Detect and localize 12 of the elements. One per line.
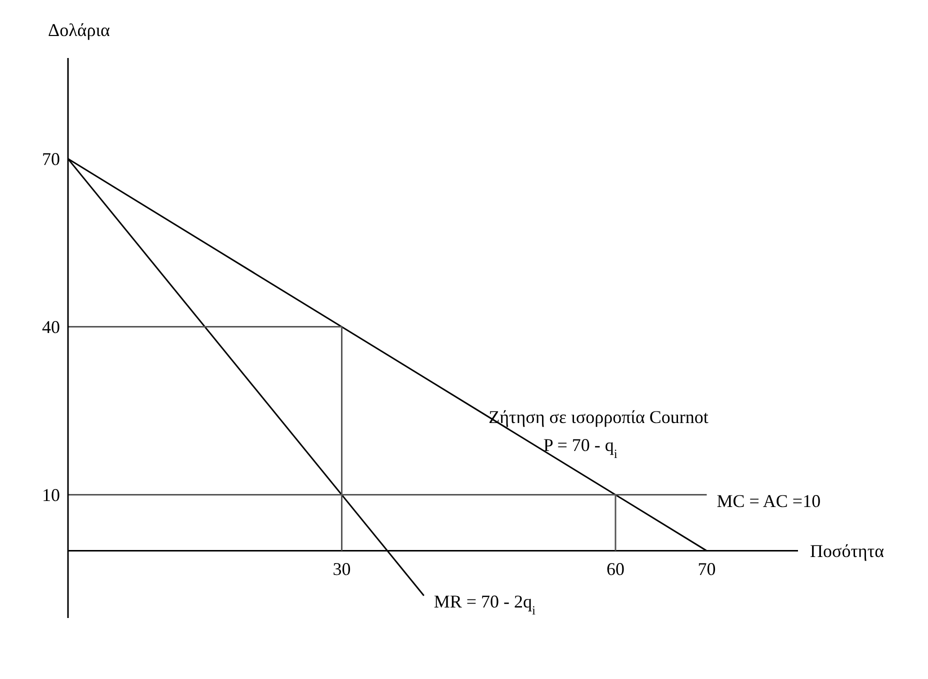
annotation: P = 70 - q$_{i}$: [543, 434, 618, 461]
x-tick-label: 70: [698, 558, 716, 579]
y-tick-label: 70: [42, 149, 60, 170]
annotation: Ζήτηση σε ισορροπία Cournot: [488, 406, 708, 427]
annotation: MC = AC =10: [716, 490, 821, 511]
x-axis-title: Ποσότητα: [810, 540, 885, 561]
x-tick-label: 30: [332, 558, 351, 579]
annotation: MR = 70 - 2q$_{i}$: [434, 592, 536, 618]
y-axis-title: Δολάρια: [48, 20, 111, 40]
x-tick-label: 60: [606, 558, 624, 579]
y-tick-label: 40: [42, 317, 60, 338]
y-tick-label: 10: [42, 485, 60, 506]
